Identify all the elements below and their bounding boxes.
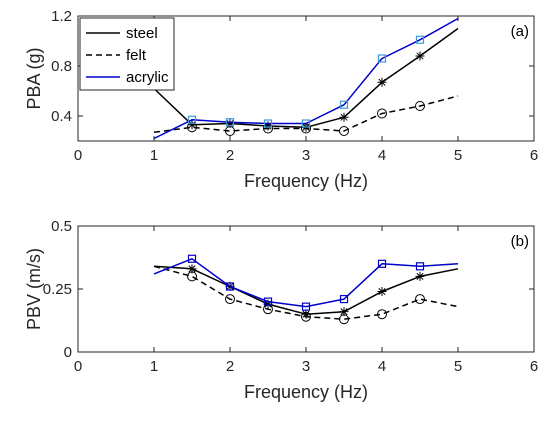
series-line-felt [153, 95, 459, 134]
x-tick-label: 2 [226, 358, 234, 375]
series-line-acrylic [153, 258, 459, 308]
x-axis-label: Frequency (Hz) [244, 382, 368, 402]
data-point-steel [415, 271, 425, 281]
legend: steel felt acrylic [79, 17, 175, 91]
panel-label: (b) [511, 233, 529, 250]
data-point-acrylic [225, 118, 235, 127]
series-felt [153, 265, 459, 325]
data-point-acrylic [377, 54, 387, 63]
x-tick-label: 0 [74, 358, 82, 375]
data-point-felt [187, 271, 197, 282]
data-point-steel [339, 112, 349, 122]
data-point-felt [377, 309, 387, 320]
data-point-felt [225, 126, 235, 136]
legend-label-acrylic: acrylic [126, 69, 169, 86]
data-point-felt [339, 126, 349, 136]
panel-a: 0 1 2 3 4 5 6 0.4 0.8 1.2 Frequency (Hz) PBA (g) (a)… [24, 8, 538, 191]
data-point-steel [225, 119, 235, 128]
data-point-steel [187, 264, 197, 274]
x-tick-label: 0 [74, 147, 82, 164]
data-point-felt [339, 314, 349, 325]
y-tick-label: 0.5 [51, 218, 72, 235]
data-point-felt [415, 101, 425, 111]
data-point-acrylic [415, 35, 425, 44]
data-point-felt [377, 108, 387, 119]
y-tick-label: 0.8 [51, 58, 72, 75]
x-tick-label: 4 [378, 147, 386, 164]
data-point-acrylic [225, 282, 235, 291]
data-point-acrylic [415, 262, 425, 271]
x-tick-label: 5 [454, 147, 462, 164]
y-tick-label: 0.4 [51, 108, 72, 125]
data-point-steel [377, 77, 387, 87]
legend-label-felt: felt [126, 47, 147, 64]
data-point-acrylic [339, 100, 349, 109]
y-axis-label: PBA (g) [24, 47, 44, 109]
data-point-steel [377, 287, 387, 297]
data-point-steel [263, 299, 273, 309]
data-point-acrylic [301, 302, 311, 311]
data-point-steel [263, 121, 273, 131]
x-tick-label: 1 [150, 358, 158, 375]
panel-label: (a) [511, 23, 529, 40]
data-point-felt [225, 294, 235, 305]
data-point-acrylic [377, 259, 387, 268]
data-point-felt [301, 311, 311, 322]
x-tick-label: 5 [454, 358, 462, 375]
data-point-steel [301, 309, 311, 319]
y-tick-label: 0.25 [43, 281, 72, 298]
x-tick-label: 1 [150, 147, 158, 164]
plot-area [77, 225, 535, 353]
data-point-acrylic [301, 119, 311, 128]
x-tick-label: 4 [378, 358, 386, 375]
x-tick-label: 3 [302, 358, 310, 375]
y-tick-label: 1.2 [51, 8, 72, 25]
legend-label-steel: steel [126, 25, 158, 42]
data-point-acrylic [263, 119, 273, 128]
series-line-acrylic [153, 17, 459, 140]
data-point-steel [187, 120, 197, 130]
series-acrylic [153, 254, 459, 311]
legend-box [79, 17, 175, 91]
x-axis-label: Frequency (Hz) [244, 171, 368, 191]
series-acrylic [153, 17, 459, 140]
data-point-acrylic [263, 297, 273, 306]
data-point-steel [339, 307, 349, 317]
x-tick-label: 3 [302, 147, 310, 164]
y-tick-label: 0 [64, 344, 72, 361]
x-tick-label: 2 [226, 147, 234, 164]
data-point-acrylic [187, 115, 197, 124]
data-point-felt [415, 294, 425, 305]
x-tick-label: 6 [530, 358, 538, 375]
series-line-felt [153, 265, 459, 320]
panel-b: 0 1 2 3 4 5 6 0 0.25 0.5 Frequency (Hz) PBV (m/s) (b… [24, 218, 538, 402]
x-tick-label: 6 [530, 147, 538, 164]
data-point-acrylic [339, 294, 349, 304]
data-point-acrylic [187, 254, 197, 263]
data-point-steel [415, 51, 425, 61]
y-axis-label: PBV (m/s) [24, 248, 44, 330]
